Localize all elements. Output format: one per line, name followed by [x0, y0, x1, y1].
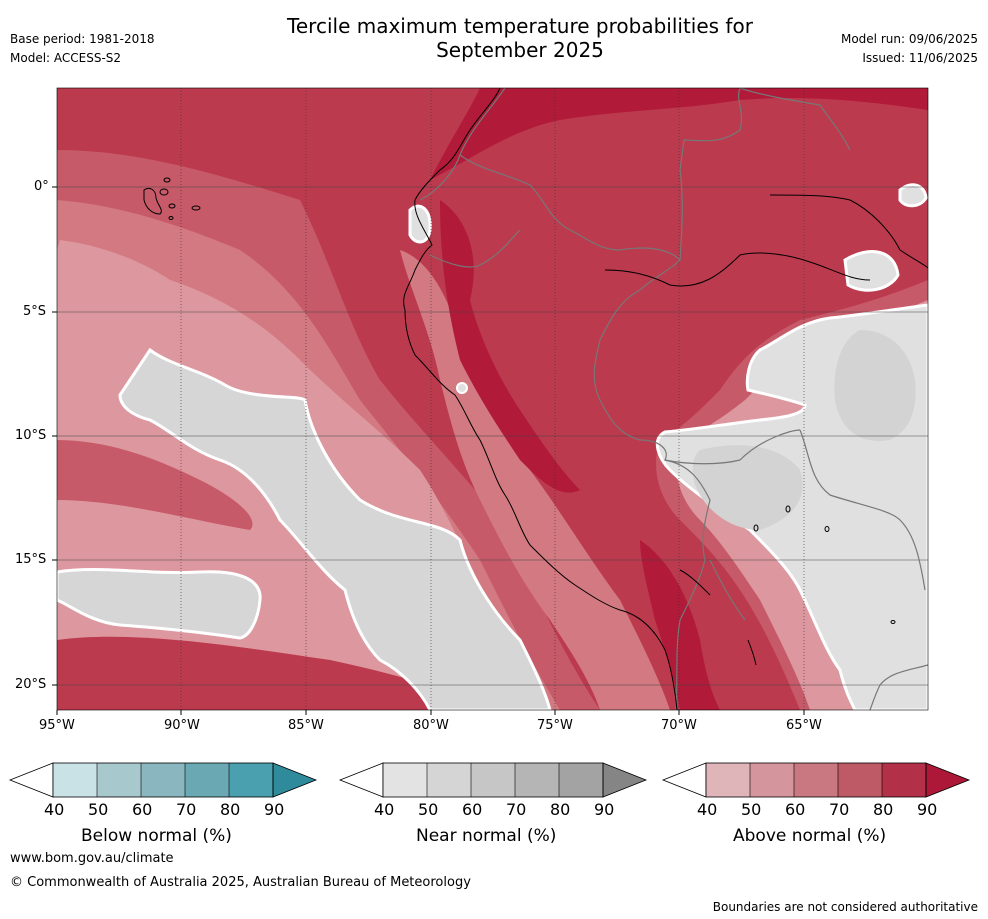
title-line-1: Tercile maximum temperature probabilitie… — [287, 14, 753, 38]
colorbar-below-bin-60 — [141, 763, 185, 797]
colorbar-near-bin-50 — [427, 763, 471, 797]
colorbar-below-normal — [8, 762, 318, 798]
map-field — [57, 88, 928, 710]
colorbar-above-tick: 60 — [785, 800, 806, 819]
lakes — [753, 505, 896, 624]
colorbar-above-bin-80 — [882, 763, 926, 797]
lat-tick-0: 0° — [34, 179, 49, 194]
colorbar-near-bin-80 — [559, 763, 603, 797]
colorbar-near-tick: 90 — [594, 800, 615, 819]
coastlines — [403, 88, 928, 710]
colorbar-above-extend-high — [925, 762, 971, 798]
colorbar-above-tick: 40 — [697, 800, 718, 819]
near-normal-60-east — [834, 330, 916, 441]
disclaimer-text: Boundaries are not considered authoritat… — [712, 900, 978, 914]
colorbar-above-bin-70 — [838, 763, 882, 797]
website-link[interactable]: www.bom.gov.au/climate — [10, 851, 174, 866]
colorbar-below-tick: 60 — [132, 800, 153, 819]
map-title: Tercile maximum temperature probabilitie… — [200, 14, 840, 62]
colorbar-below-label: Below normal (%) — [81, 826, 232, 846]
model-run-label: Model run: 09/06/2025 — [840, 32, 978, 46]
lon-tick-80w: 80°W — [413, 718, 449, 733]
colorbar-near-extend-high — [602, 762, 648, 798]
colorbar-above-bin-60 — [794, 763, 838, 797]
colorbar-below-tick: 50 — [88, 800, 109, 819]
lon-tick-75w: 75°W — [537, 718, 573, 733]
colorbar-near-extend-low — [338, 762, 384, 798]
near-normal-pocket-northeast — [898, 183, 928, 208]
copyright-text: © Commonwealth of Australia 2025, Austra… — [10, 875, 471, 890]
colorbar-below-tick: 40 — [44, 800, 65, 819]
country-borders — [419, 88, 928, 710]
colorbar-below-tick: 80 — [220, 800, 241, 819]
near-normal-zone-southwest — [57, 567, 262, 640]
map-frame — [56, 87, 929, 711]
colorbar-above-tick: 70 — [829, 800, 850, 819]
lon-tick-70w: 70°W — [661, 718, 697, 733]
colorbar-near-tick: 60 — [462, 800, 483, 819]
colorbar-near-tick: 40 — [374, 800, 395, 819]
colorbar-below-bin-40 — [53, 763, 97, 797]
colorbar-below-bin-50 — [97, 763, 141, 797]
colorbar-near-bin-70 — [515, 763, 559, 797]
near-normal-zone-central — [118, 347, 552, 710]
axis-ticks — [52, 186, 805, 715]
field-above-80-south — [57, 636, 500, 710]
latitude-lines — [57, 186, 928, 686]
issued-label: Issued: 11/06/2025 — [862, 51, 978, 65]
lat-tick-15s: 15°S — [15, 552, 47, 567]
field-above-70-band — [57, 440, 253, 530]
colorbar-below-tick: 70 — [176, 800, 197, 819]
colorbar-below-tick: 90 — [264, 800, 285, 819]
lon-tick-85w: 85°W — [288, 718, 324, 733]
colorbar-near-bin-60 — [471, 763, 515, 797]
base-period-label: Base period: 1981-2018 — [10, 32, 155, 46]
title-line-2: September 2025 — [436, 38, 604, 62]
colorbar-below-bin-70 — [185, 763, 229, 797]
lat-tick-10s: 10°S — [15, 428, 47, 443]
near-normal-pocket-amazon — [843, 250, 900, 292]
near-normal-60-interior — [692, 445, 803, 530]
colorbar-above-tick: 80 — [873, 800, 894, 819]
field-above-90-altiplano — [640, 540, 720, 710]
colorbar-above-label: Above normal (%) — [733, 826, 887, 846]
colorbar-near-label: Near normal (%) — [416, 826, 557, 846]
lat-tick-20s: 20°S — [15, 677, 47, 692]
colorbar-above-tick: 50 — [741, 800, 762, 819]
colorbar-near-bin-40 — [383, 763, 427, 797]
lon-tick-90w: 90°W — [164, 718, 200, 733]
colorbar-near-tick: 80 — [550, 800, 571, 819]
galapagos-islands — [143, 177, 201, 220]
near-normal-pocket-peru — [456, 382, 468, 394]
model-label: Model: ACCESS-S2 — [10, 51, 122, 65]
colorbar-near-normal — [338, 762, 648, 798]
colorbar-above-tick: 90 — [917, 800, 938, 819]
colorbar-above-extend-low — [661, 762, 707, 798]
colorbar-above-normal — [661, 762, 971, 798]
colorbar-above-bin-50 — [750, 763, 794, 797]
lat-tick-5s: 5°S — [23, 304, 47, 319]
colorbar-above-bin-40 — [706, 763, 750, 797]
colorbar-below-bin-80 — [229, 763, 273, 797]
colorbar-near-tick: 50 — [418, 800, 439, 819]
colorbar-below-extend-high — [272, 762, 318, 798]
lon-tick-65w: 65°W — [786, 718, 822, 733]
lon-tick-95w: 95°W — [39, 718, 75, 733]
colorbar-near-tick: 70 — [506, 800, 527, 819]
field-above-90-north — [430, 88, 928, 180]
field-above-90-andes — [440, 200, 580, 493]
colorbar-below-extend-low — [8, 762, 54, 798]
